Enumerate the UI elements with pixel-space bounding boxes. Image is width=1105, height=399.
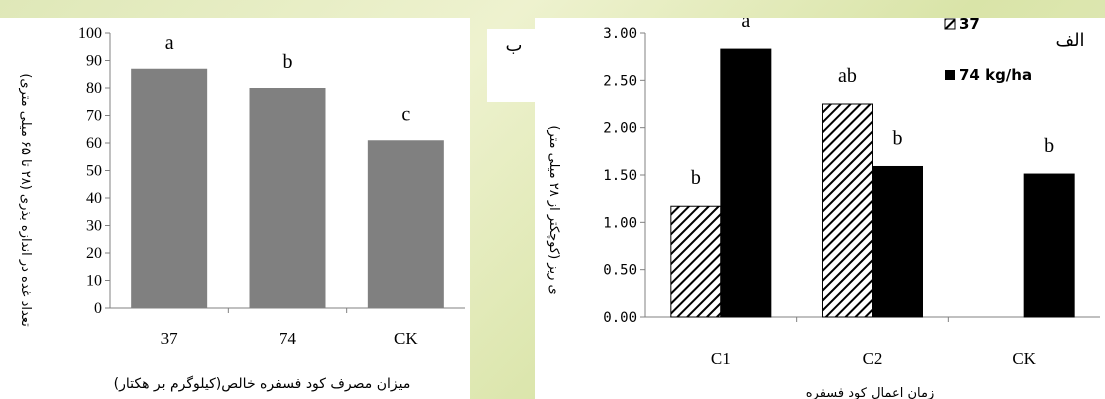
x-tick-label: CK — [1012, 349, 1036, 368]
bar — [1023, 173, 1075, 318]
y-tick-label: 1.50 — [603, 168, 637, 184]
y-tick-label: 60 — [86, 135, 102, 152]
x-tick-label: 74 — [279, 329, 297, 348]
x-axis-title: زمان اعمال کود فسفره — [806, 386, 935, 399]
legend-swatch — [944, 18, 956, 30]
significance-letter: b — [893, 127, 903, 149]
x-tick-label: CK — [394, 329, 418, 348]
y-tick-label: 10 — [86, 273, 102, 290]
x-tick-label: C1 — [711, 349, 731, 368]
y-tick-label: 0 — [94, 300, 102, 317]
chart-right: 0.00 0.50 1.00 1.50 2.00 2.50 3.00 b a C1 ab b C2 b CK… — [535, 18, 1105, 399]
y-tick-label: 20 — [86, 245, 102, 262]
significance-letter: b — [283, 51, 293, 73]
significance-letter: b — [1044, 135, 1054, 157]
y-tick-label: 100 — [78, 25, 102, 42]
y-axis-title: تعداد غده در اندازه بذری (۲۸ تا ۶۵ میلی … — [18, 73, 33, 327]
x-axis-title: میزان مصرف کود فسفره خالص(کیلوگرم بر هکت… — [114, 375, 411, 392]
significance-letter: c — [401, 103, 410, 125]
panel-label-b: ب — [487, 29, 541, 102]
y-tick-label: 40 — [86, 190, 102, 207]
bar — [872, 165, 923, 318]
y-axis-title: ی ریز (کوچکتر از ۲۸ میلی متر) — [546, 125, 561, 294]
bar — [822, 103, 873, 318]
y-tick-label: 70 — [86, 108, 102, 125]
legend-swatch — [945, 70, 955, 80]
bar — [131, 68, 208, 308]
panel-label-alef: الف — [1035, 24, 1105, 64]
y-tick-label: 50 — [86, 163, 102, 180]
significance-letter: ab — [838, 65, 857, 87]
y-tick-label: 30 — [86, 218, 102, 235]
bar — [720, 48, 772, 318]
x-tick-label: 37 — [161, 329, 179, 348]
y-tick-label: 1.00 — [603, 215, 637, 231]
y-tick-label: 0.50 — [603, 263, 637, 279]
plot-background — [535, 18, 1105, 399]
y-tick-label: 2.50 — [603, 73, 637, 89]
y-tick-label: 80 — [86, 80, 102, 97]
y-tick-label: 3.00 — [603, 26, 637, 42]
y-tick-label: 90 — [86, 53, 102, 70]
chart-left: 0 10 20 30 40 50 60 70 80 90 100 a 37 b 74 c CK میزان مصر… — [0, 18, 470, 399]
significance-letter: b — [691, 167, 701, 189]
significance-letter: a — [741, 18, 750, 32]
legend: 37 74 kg/ha — [944, 18, 1032, 84]
y-tick-label: 2.00 — [603, 121, 637, 137]
bar — [670, 205, 722, 318]
legend-label: 74 kg/ha — [959, 66, 1032, 84]
legend-label: 37 — [959, 18, 980, 33]
y-tick-label: 0.00 — [603, 310, 637, 326]
bar — [249, 88, 326, 308]
bar — [367, 140, 444, 308]
x-tick-label: C2 — [863, 349, 883, 368]
significance-letter: a — [165, 32, 174, 54]
